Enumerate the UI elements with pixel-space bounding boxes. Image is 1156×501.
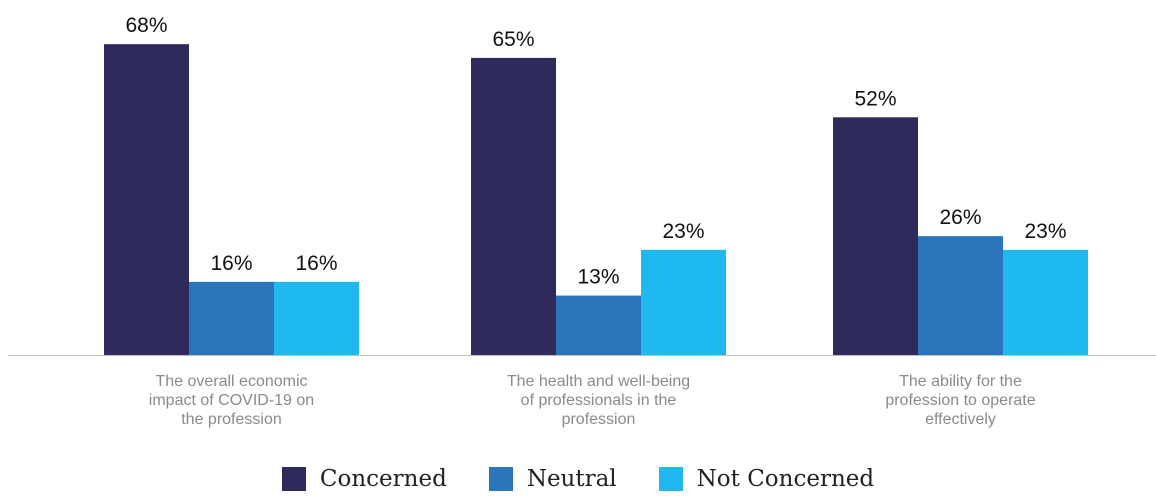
data-label: 16% bbox=[210, 252, 252, 275]
legend: Concerned Neutral Not Concerned bbox=[0, 462, 1156, 496]
data-label: 16% bbox=[295, 252, 337, 275]
legend-label-not-concerned: Not Concerned bbox=[696, 466, 875, 492]
data-label: 13% bbox=[577, 266, 619, 289]
bar-concerned-1 bbox=[104, 44, 189, 356]
category-label-line: The ability for the bbox=[899, 373, 1022, 390]
legend-item-not-concerned: Not Concerned bbox=[658, 466, 875, 492]
data-label: 68% bbox=[125, 14, 167, 37]
legend-item-concerned: Concerned bbox=[281, 466, 447, 492]
category-label-line: impact of COVID-19 on bbox=[149, 392, 314, 409]
category-label-line: profession bbox=[562, 411, 636, 428]
category-label-line: The overall economic bbox=[155, 373, 307, 390]
legend-swatch-concerned bbox=[281, 467, 306, 491]
data-label: 65% bbox=[492, 28, 534, 51]
legend-swatch-neutral bbox=[488, 467, 513, 491]
category-label-line: The health and well-being bbox=[507, 373, 690, 390]
category-label-line: of professionals in the bbox=[521, 392, 677, 409]
category-label-line: profession to operate bbox=[885, 392, 1035, 409]
bar-not-concerned-1 bbox=[274, 281, 359, 355]
bar-not-concerned-2 bbox=[641, 249, 726, 355]
legend-label-concerned: Concerned bbox=[319, 466, 447, 492]
category-label-line: the profession bbox=[181, 411, 282, 428]
legend-item-neutral: Neutral bbox=[488, 466, 617, 492]
bar-concerned-2 bbox=[471, 57, 556, 355]
bar-neutral-3 bbox=[918, 236, 1003, 355]
legend-label-neutral: Neutral bbox=[526, 466, 617, 492]
category-label: The health and well-being of professional… bbox=[507, 373, 690, 428]
data-label: 23% bbox=[1024, 220, 1066, 243]
bar-neutral-1 bbox=[189, 281, 274, 355]
bar-neutral-2 bbox=[556, 295, 641, 355]
category-label: The overall economic impact of COVID-19 o… bbox=[149, 373, 314, 428]
bar-not-concerned-3 bbox=[1003, 249, 1088, 355]
category-label-line: effectively bbox=[925, 411, 996, 428]
legend-swatch-not-concerned bbox=[658, 467, 683, 491]
data-label: 26% bbox=[939, 206, 981, 229]
bar-concerned-3 bbox=[833, 117, 918, 355]
data-label: 23% bbox=[662, 220, 704, 243]
data-label: 52% bbox=[854, 87, 896, 110]
category-label: The ability for the profession to operate… bbox=[885, 373, 1035, 428]
